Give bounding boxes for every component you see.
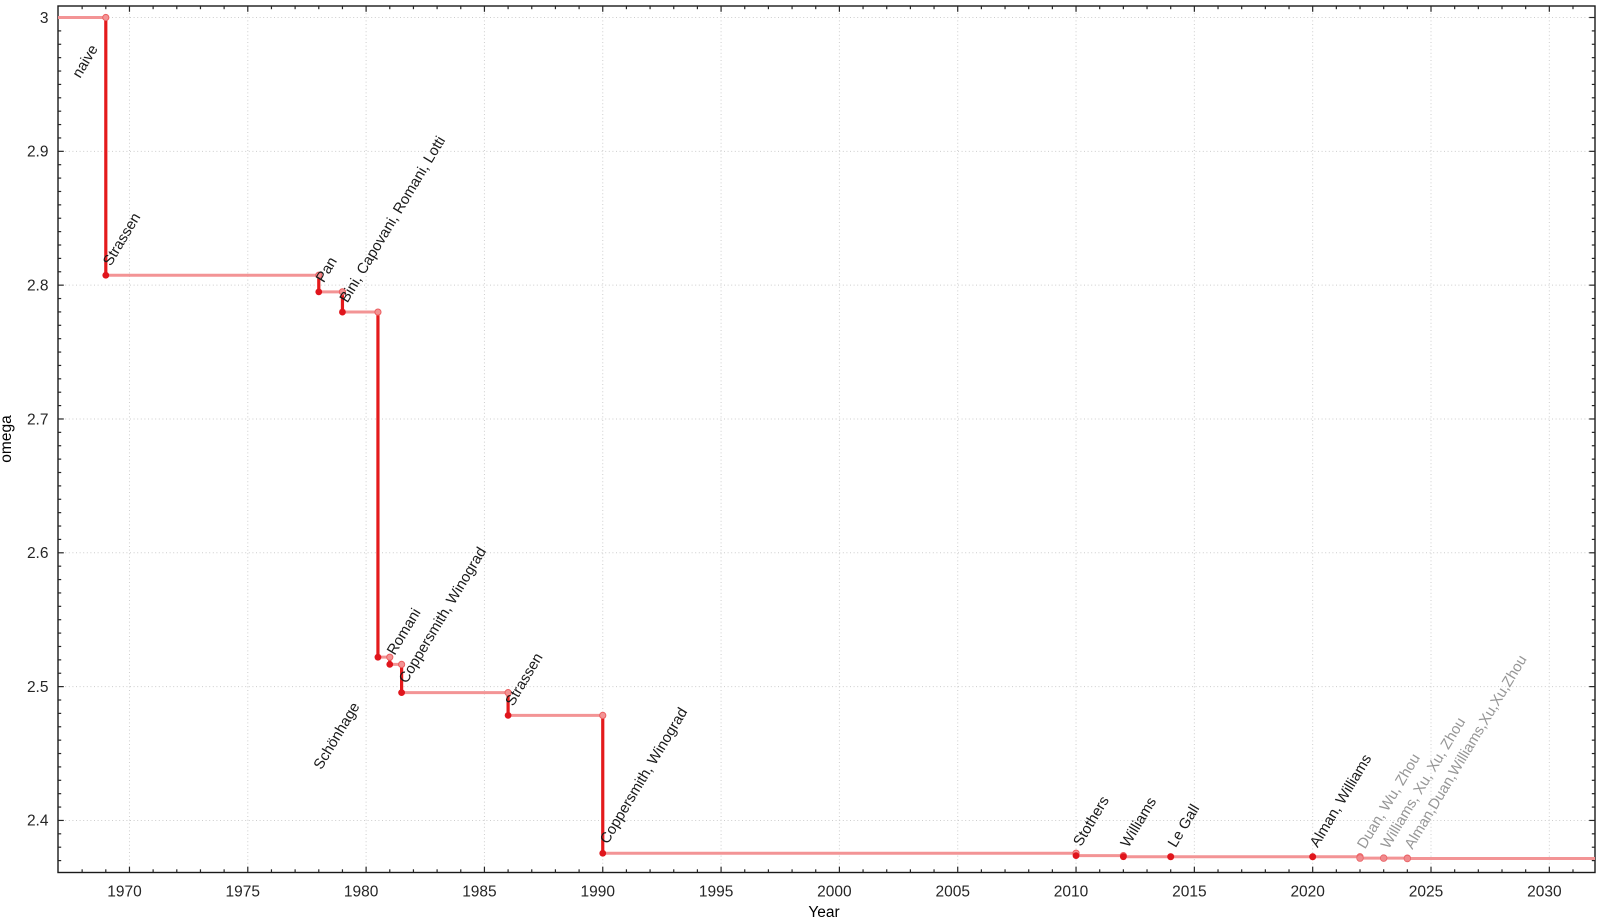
event-label-1990: Coppersmith, Winograd	[597, 705, 691, 846]
x-tick-label-1995: 1995	[699, 884, 733, 901]
x-axis-title: Year	[808, 904, 839, 920]
data-point-1986	[504, 711, 512, 719]
x-tick-label-2025: 2025	[1409, 884, 1443, 901]
x-tick-label-1970: 1970	[107, 884, 142, 901]
ticks-layer	[58, 6, 1595, 873]
event-label-1978: Pan	[313, 255, 340, 286]
event-label-1980.5: Schönhage	[311, 700, 363, 772]
corner-marker-1981	[386, 653, 394, 661]
data-point-1980.5	[374, 653, 382, 661]
corner-marker-1979	[338, 288, 347, 296]
event-label-1979: Bini, Capovani, Romani, Lotti	[337, 134, 449, 306]
data-point-1978	[315, 288, 323, 296]
initial-value-label: naive	[70, 42, 102, 81]
event-label-2012: Williams	[1118, 795, 1160, 850]
x-tick-label-2015: 2015	[1172, 884, 1206, 901]
markers-layer	[102, 13, 1412, 863]
y-tick-label-2.6: 2.6	[27, 545, 49, 562]
y-tick-label-2.5: 2.5	[27, 679, 49, 696]
x-tick-label-2020: 2020	[1290, 884, 1325, 901]
y-tick-label-2.7: 2.7	[27, 411, 49, 428]
corner-marker-1981.5	[398, 660, 406, 669]
corner-marker-1986	[504, 689, 512, 697]
plot-border-layer	[57, 5, 1596, 874]
event-label-2014: Le Gall	[1165, 802, 1203, 850]
data-point-1979	[339, 308, 346, 316]
x-tick-label-1980: 1980	[344, 884, 379, 901]
y-tick-label-2.9: 2.9	[27, 144, 49, 161]
data-point-2024	[1403, 854, 1412, 863]
y-tick-label-2.8: 2.8	[27, 277, 49, 294]
omega-step-line	[58, 16, 1595, 861]
y-tick-label-3: 3	[40, 10, 49, 27]
x-tick-label-1990: 1990	[581, 884, 616, 901]
x-tick-label-1975: 1975	[226, 884, 260, 901]
corner-marker-1980.5	[374, 308, 382, 316]
series-layer	[58, 16, 1595, 861]
x-tick-label-2010: 2010	[1054, 884, 1089, 901]
corner-marker-1969	[102, 13, 110, 22]
corner-marker-1978	[315, 271, 323, 279]
data-point-2012	[1119, 853, 1127, 861]
data-point-2014	[1167, 853, 1175, 861]
data-point-1969	[102, 271, 110, 279]
data-point-1990	[599, 849, 607, 857]
data-point-2010	[1072, 852, 1080, 860]
corner-marker-1990	[599, 711, 607, 719]
data-point-2022	[1356, 854, 1364, 862]
tick-labels-layer: 1970 1975 1980 1985 1990 1995 2000 2005 2010 2015…	[27, 10, 1562, 901]
data-point-2023	[1379, 854, 1388, 862]
data-point-1981	[386, 661, 394, 668]
data-point-2020	[1309, 853, 1317, 861]
gridlines-layer	[58, 6, 1595, 873]
x-tick-label-2005: 2005	[935, 884, 969, 901]
y-tick-label-2.4: 2.4	[27, 813, 49, 830]
data-point-1981.5	[398, 689, 406, 697]
x-tick-label-2030: 2030	[1527, 884, 1562, 901]
x-tick-label-1985: 1985	[462, 884, 496, 901]
event-label-1986: Strassen	[503, 651, 547, 709]
x-tick-label-2000: 2000	[817, 884, 852, 901]
plot-border	[57, 5, 1596, 874]
event-label-2010: Stothers	[1071, 794, 1113, 849]
event-label-2024: Alman,Duan,Williams,Xu,Xu,Zhou	[1402, 653, 1531, 852]
y-axis-title: omega	[0, 415, 15, 463]
